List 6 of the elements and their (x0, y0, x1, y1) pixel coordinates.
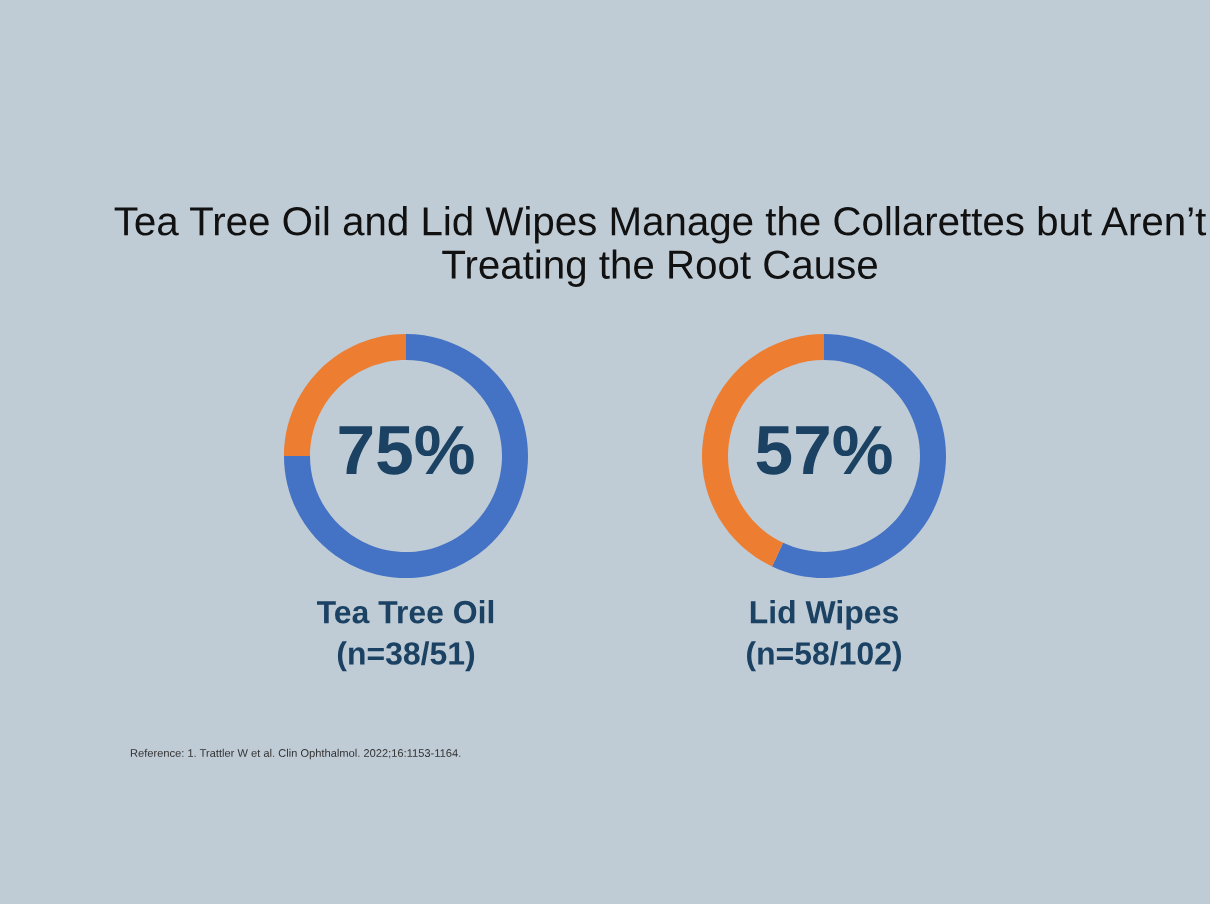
text: Lid Wipes (n=58/102) (747, 600, 901, 672)
text: Tea Tree Oil (n=38/51) (316, 600, 494, 672)
donut-slice (284, 334, 528, 578)
text: Tea Tree Oil and Lid Wipes Manage the Collarettes but Aren’t Treating the Root Cause (114, 206, 1207, 287)
data-label: 75% (339, 425, 474, 475)
data-label: 57% (756, 425, 892, 475)
